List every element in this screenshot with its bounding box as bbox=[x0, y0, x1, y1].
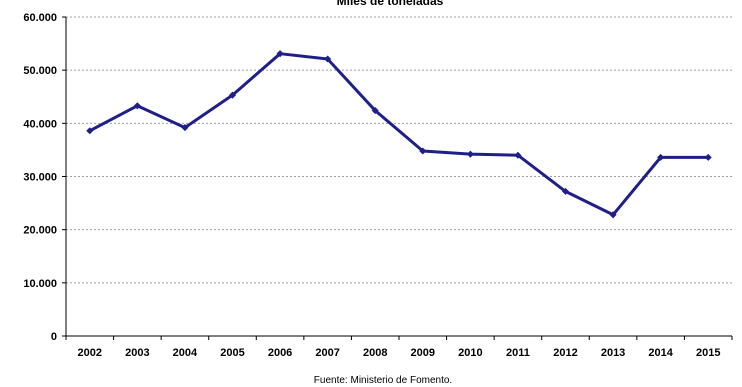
y-tick-label: 40.000 bbox=[23, 118, 57, 130]
data-point bbox=[181, 124, 189, 132]
grid-lines bbox=[66, 16, 732, 284]
x-tick-label: 2009 bbox=[411, 347, 435, 359]
x-tick-label: 2013 bbox=[601, 347, 625, 359]
data-point bbox=[704, 153, 712, 161]
x-tick-label: 2011 bbox=[506, 347, 530, 359]
data-point bbox=[133, 102, 141, 110]
x-tick-label: 2015 bbox=[696, 347, 720, 359]
x-tick-label: 2010 bbox=[458, 347, 482, 359]
y-tick-label: 30.000 bbox=[23, 172, 57, 184]
y-tick-label: 20.000 bbox=[23, 225, 57, 237]
x-tick-label: 2008 bbox=[363, 347, 387, 359]
data-point bbox=[609, 211, 617, 219]
chart-title: Miles de toneladas bbox=[337, 0, 444, 8]
data-point bbox=[466, 150, 474, 158]
y-tick-label: 50.000 bbox=[23, 65, 57, 77]
data-point bbox=[86, 127, 94, 135]
data-point bbox=[514, 151, 522, 159]
y-tick-label: 10.000 bbox=[23, 278, 57, 290]
x-tick-label: 2007 bbox=[315, 347, 339, 359]
data-point bbox=[276, 50, 284, 58]
y-tick-label: 0 bbox=[51, 331, 57, 343]
data-point bbox=[657, 153, 665, 161]
data-point bbox=[371, 107, 379, 115]
y-axis-ticks: 0 10.000 20.000 30.000 40.000 50.000 60.000 bbox=[23, 12, 66, 343]
x-tick-label: 2003 bbox=[125, 347, 149, 359]
data-point bbox=[228, 91, 237, 99]
data-point bbox=[419, 147, 427, 155]
x-tick-label: 2004 bbox=[173, 347, 198, 359]
series-line bbox=[88, 52, 710, 217]
data-point bbox=[561, 187, 570, 195]
x-tick-label: 2006 bbox=[268, 347, 292, 359]
x-tick-label: 2002 bbox=[78, 347, 102, 359]
y-tick-label: 60.000 bbox=[23, 12, 57, 24]
x-tick-label: 2014 bbox=[648, 347, 673, 359]
x-axis-ticks: 2002 2003 2004 2005 2006 2007 2008 2009 2010 2011… bbox=[65, 336, 733, 359]
series-group bbox=[86, 50, 712, 219]
x-tick-label: 2005 bbox=[220, 347, 244, 359]
data-point bbox=[324, 55, 332, 63]
x-tick-label: 2012 bbox=[553, 347, 577, 359]
chart-source: Fuente: Ministerio de Fomento. bbox=[314, 375, 452, 386]
